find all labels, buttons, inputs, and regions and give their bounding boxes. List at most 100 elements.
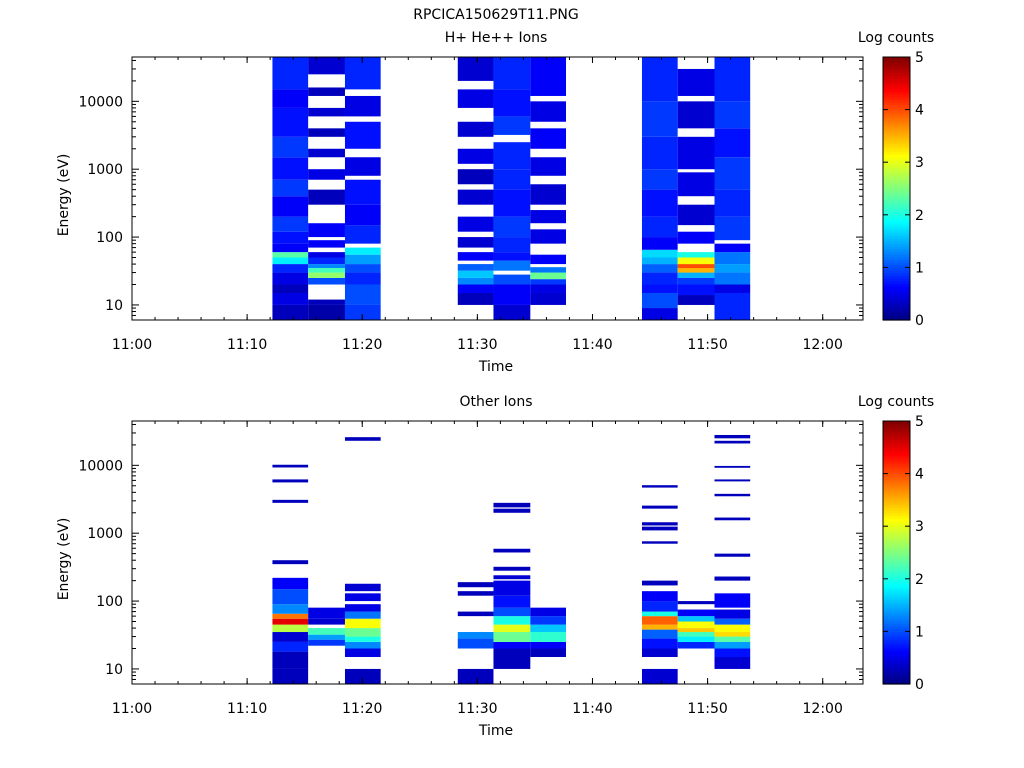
colorbar-segment bbox=[883, 159, 910, 163]
colorbar-segment bbox=[883, 463, 910, 467]
colorbar-segment bbox=[883, 531, 910, 535]
colorbar-segment bbox=[883, 296, 910, 300]
colorbar-segment bbox=[883, 106, 910, 111]
colorbar-segment bbox=[883, 534, 910, 538]
heatmap-cell bbox=[677, 616, 715, 622]
heatmap-cell bbox=[641, 292, 678, 309]
y-tick-label: 10000 bbox=[78, 94, 123, 110]
heatmap-cell bbox=[272, 89, 309, 108]
heatmap-cell bbox=[530, 632, 566, 642]
colorbar-tick-label: 4 bbox=[915, 467, 924, 483]
heatmap-cell bbox=[344, 604, 381, 612]
x-tick-label: 11:40 bbox=[572, 337, 612, 353]
heatmap-cell bbox=[308, 299, 345, 305]
colorbar-segment bbox=[883, 301, 910, 305]
colorbar-segment bbox=[883, 133, 910, 137]
heatmap-cell bbox=[457, 638, 494, 649]
heatmap-cell bbox=[308, 257, 345, 265]
heatmap-cell bbox=[641, 169, 678, 190]
colorbar-tick-label: 3 bbox=[915, 155, 924, 171]
heatmap-cell bbox=[530, 254, 566, 265]
x-tick-label: 12:00 bbox=[803, 701, 843, 717]
heatmap-cell bbox=[641, 522, 678, 526]
heatmap-cell bbox=[677, 231, 715, 244]
plot-frame bbox=[131, 420, 864, 685]
colorbar-segment bbox=[883, 230, 910, 234]
heatmap-cell bbox=[714, 656, 751, 669]
colorbar-segment bbox=[883, 122, 910, 126]
colorbar-segment bbox=[883, 146, 910, 150]
x-tick-label: 11:30 bbox=[457, 337, 497, 353]
colorbar-segment bbox=[883, 489, 910, 493]
heatmap-cell bbox=[530, 292, 566, 305]
heatmap-cell bbox=[677, 295, 715, 305]
colorbar-segment bbox=[883, 196, 910, 200]
colorbar-segment bbox=[883, 191, 910, 195]
colorbar-segment bbox=[883, 222, 910, 226]
heatmap-cell bbox=[457, 121, 494, 137]
heatmap-cell bbox=[272, 560, 309, 565]
colorbar-segment bbox=[883, 589, 910, 593]
colorbar-segment bbox=[883, 657, 910, 661]
heatmap-cell bbox=[457, 189, 494, 205]
colorbar-segment bbox=[883, 251, 910, 255]
colorbar-segment bbox=[883, 421, 910, 425]
colorbar-frame bbox=[882, 420, 911, 685]
colorbar-segment bbox=[883, 246, 910, 250]
colorbar-segment bbox=[883, 499, 910, 504]
colorbar-segment bbox=[883, 615, 910, 619]
colorbar-segment bbox=[883, 130, 910, 134]
colorbar-segment bbox=[883, 80, 910, 84]
heatmap-cell bbox=[641, 216, 678, 238]
colorbar-segment bbox=[883, 185, 910, 190]
y-tick-label: 100 bbox=[96, 230, 123, 246]
colorbar-segment bbox=[883, 536, 910, 540]
colorbar-segment bbox=[883, 439, 910, 443]
heatmap-cell bbox=[344, 121, 381, 149]
x-tick-label: 11:50 bbox=[687, 701, 727, 717]
colorbar-segment bbox=[883, 217, 910, 221]
heatmap-cell bbox=[714, 632, 751, 637]
colorbar-segment bbox=[883, 248, 910, 253]
colorbar-segment bbox=[883, 560, 910, 564]
heatmap-cell bbox=[641, 601, 678, 612]
colorbar-segment bbox=[883, 431, 910, 435]
heatmap-cell bbox=[344, 636, 381, 642]
heatmap-cell bbox=[714, 57, 751, 102]
heatmap-cell bbox=[457, 237, 494, 248]
heatmap-cell bbox=[714, 553, 751, 557]
heatmap-cell bbox=[714, 128, 751, 158]
heatmap-cell bbox=[272, 257, 309, 265]
heatmap-cell bbox=[641, 648, 678, 657]
heatmap-cell bbox=[493, 260, 531, 271]
colorbar-segment bbox=[883, 99, 910, 103]
heatmap-cell bbox=[344, 628, 381, 637]
plot-frame bbox=[131, 56, 864, 321]
heatmap-cell bbox=[677, 68, 715, 96]
heatmap-cell bbox=[344, 618, 381, 629]
colorbar-segment bbox=[883, 201, 910, 205]
colorbar-segment bbox=[883, 175, 910, 179]
colorbar-segment bbox=[883, 457, 910, 462]
heatmap-cell bbox=[344, 437, 381, 441]
heatmap-cell bbox=[641, 611, 678, 617]
heatmap-cell bbox=[677, 264, 715, 269]
heatmap-cell bbox=[677, 628, 715, 633]
colorbar-segment bbox=[883, 502, 910, 506]
x-tick-label: 11:00 bbox=[112, 701, 152, 717]
colorbar-segment bbox=[883, 180, 910, 184]
colorbar-segment bbox=[883, 426, 910, 430]
heatmap-cell bbox=[308, 107, 345, 117]
heatmap-cell bbox=[493, 580, 531, 596]
colorbar: 0 1 2 3 4 5 bbox=[882, 414, 924, 693]
colorbar-segment bbox=[883, 660, 910, 664]
colorbar-segment bbox=[883, 67, 910, 71]
colorbar-segment bbox=[883, 75, 910, 79]
colorbar-segment bbox=[883, 481, 910, 485]
x-tick-label: 11:20 bbox=[342, 337, 382, 353]
colorbar-segment bbox=[883, 233, 910, 237]
colorbar-segment bbox=[883, 312, 910, 316]
colorbar-segment bbox=[883, 120, 910, 124]
heatmap-cell bbox=[714, 517, 751, 521]
colorbar-segment bbox=[883, 183, 910, 187]
